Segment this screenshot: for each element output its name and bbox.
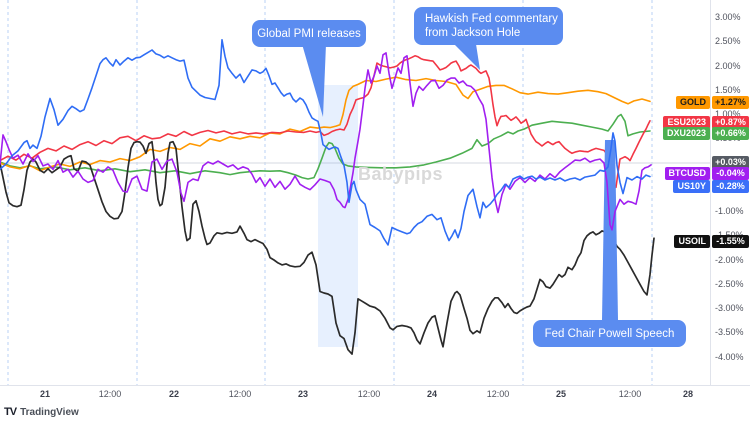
babypips-watermark: Babypips <box>358 164 444 184</box>
series-line-esu2023 <box>0 55 651 189</box>
x-tick-day: 21 <box>39 389 51 399</box>
x-tick-time: 12:00 <box>357 389 381 399</box>
y-tick-label: -2.00% <box>715 254 744 265</box>
time-scale[interactable]: 21 12:00 22 12:00 23 12:00 24 12:00 25 12:00 28 <box>0 386 750 402</box>
price-label-name: GOLD <box>676 95 710 109</box>
series-line-dxu2023 <box>0 113 651 180</box>
price-label-gold: GOLD +1.27% <box>676 95 749 109</box>
x-tick-day: 24 <box>426 389 438 399</box>
y-tick-label: -4.00% <box>715 351 744 362</box>
x-tick-day: 23 <box>297 389 309 399</box>
x-tick-day: 25 <box>555 389 567 399</box>
time-scale-border <box>0 385 750 386</box>
price-label-value: -0.04% <box>712 166 749 180</box>
price-label-name: USOIL <box>674 234 710 248</box>
y-tick-label: 1.50% <box>715 84 741 95</box>
price-label-value: -1.55% <box>712 234 749 248</box>
price-label-name: DXU2023 <box>662 126 710 140</box>
price-label-esu2023: ESU2023 +0.87% <box>663 115 749 129</box>
price-label-usoil: USOIL -1.55% <box>674 234 749 248</box>
x-tick-time: 12:00 <box>98 389 122 399</box>
callout-global-pmi-tail <box>302 44 326 117</box>
price-label-main-symbol: +0.03% <box>712 155 749 169</box>
callout-jackson-tail <box>454 44 480 70</box>
price-label-value: +0.66% <box>712 126 749 140</box>
x-tick-time: 12:00 <box>228 389 252 399</box>
y-tick-label: -1.00% <box>715 206 744 216</box>
callout-global-pmi: Global PMI releases <box>252 20 366 47</box>
chart-pane[interactable]: Babypips Global PMI releases Hawkish Fed… <box>0 0 750 385</box>
price-label-value: +0.03% <box>712 155 749 169</box>
series-line-usoil <box>0 140 655 355</box>
callout-powell-speech: Fed Chair Powell Speech <box>533 320 686 347</box>
series-line-gold <box>0 76 651 172</box>
y-tick-label: 2.50% <box>715 36 741 47</box>
x-tick-day: 22 <box>168 389 180 399</box>
y-tick-label: -3.50% <box>715 327 744 338</box>
price-label-dxu2023: DXU2023 +0.66% <box>662 126 749 140</box>
pmi-highlight-region <box>318 85 358 347</box>
price-label-value: -0.28% <box>712 179 749 193</box>
callout-jackson-line2: from Jackson Hole <box>425 27 521 39</box>
callout-powell-text: Fed Chair Powell Speech <box>544 327 675 340</box>
price-label-us10y: US10Y -0.28% <box>673 179 749 193</box>
y-tick-label: 2.00% <box>715 60 741 71</box>
price-label-value: +0.87% <box>712 115 749 129</box>
y-tick-label: 3.00% <box>715 12 741 22</box>
tradingview-logo-icon: TV <box>4 406 17 418</box>
price-label-value: +1.27% <box>712 95 749 109</box>
tradingview-attribution[interactable]: TV TradingView <box>4 403 79 421</box>
plot-svg[interactable] <box>0 0 750 385</box>
series-line-btcusd <box>0 52 652 231</box>
y-tick-label: -3.00% <box>715 303 744 313</box>
callout-jackson-hole: Hawkish Fed commentary from Jackson Hole <box>414 7 563 45</box>
price-scale[interactable]: 3.00%2.50%2.00%1.50%1.00%0.50%0.00%-0.50… <box>710 0 750 385</box>
tradingview-logo-text: TradingView <box>20 406 79 418</box>
y-tick-label: -2.50% <box>715 278 744 289</box>
price-scale-border <box>710 0 711 385</box>
x-tick-time: 12:00 <box>486 389 510 399</box>
price-label-name: BTCUSD <box>664 166 710 180</box>
callout-jackson-line1: Hawkish Fed commentary <box>425 13 558 25</box>
x-tick-day: 28 <box>682 389 694 399</box>
price-label-btcusd: BTCUSD -0.04% <box>664 166 749 180</box>
series-line-us10y <box>0 39 651 246</box>
callout-global-pmi-text: Global PMI releases <box>257 27 361 40</box>
price-label-name: ESU2023 <box>663 115 710 129</box>
price-label-name: US10Y <box>673 179 710 193</box>
x-tick-time: 12:00 <box>618 389 642 399</box>
callout-powell-tail <box>602 140 618 320</box>
y-tick-label: 1.00% <box>715 109 741 119</box>
